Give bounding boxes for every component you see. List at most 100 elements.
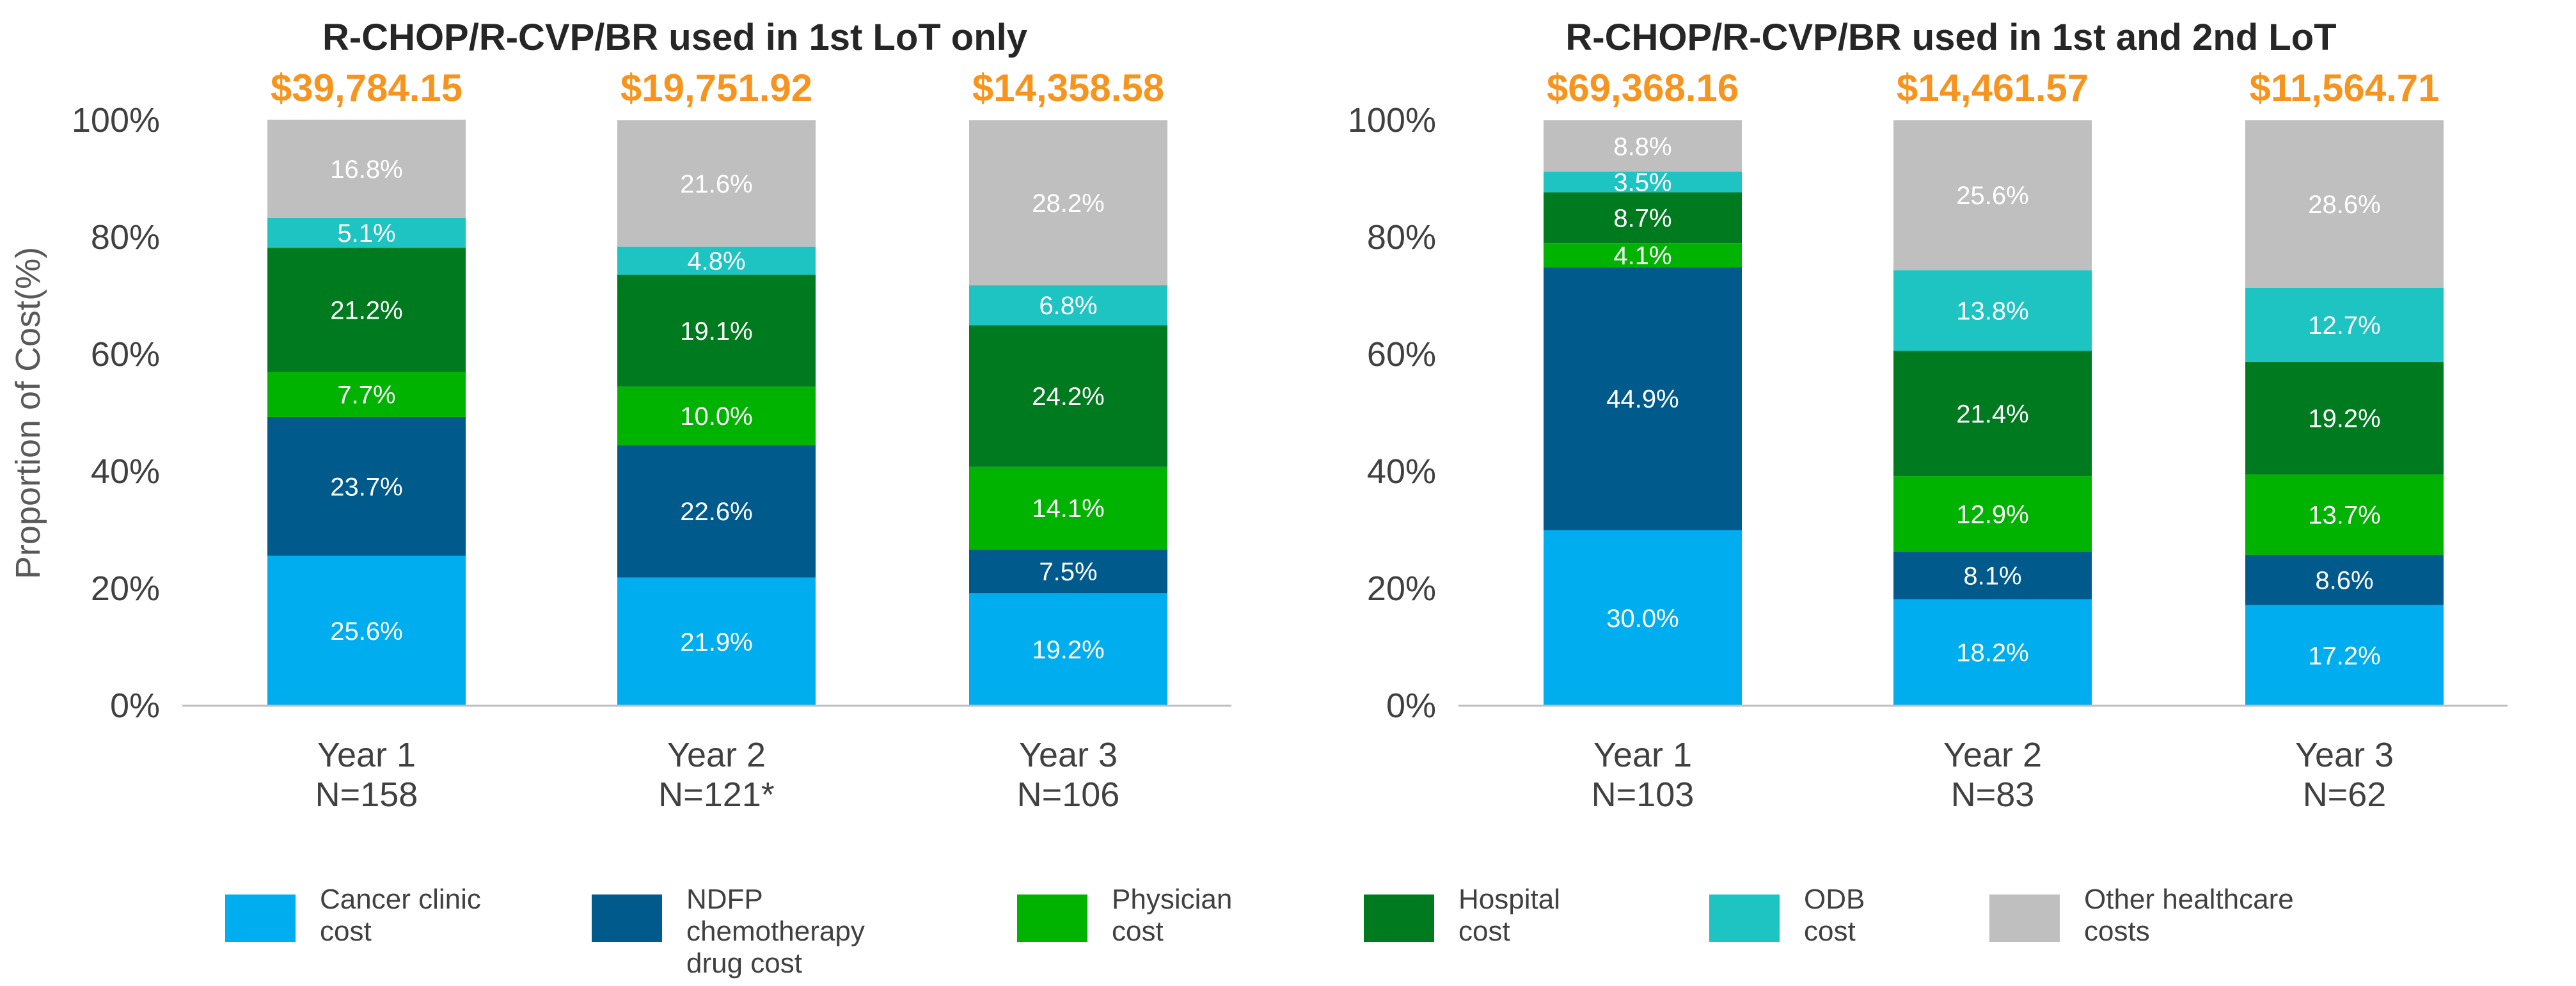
bar-segment-hospital[interactable] [2245, 362, 2444, 475]
bar-segment-other-healthcare[interactable] [1893, 120, 2092, 271]
x-n-label: N=83 [1951, 775, 2035, 814]
legend-swatch [225, 895, 296, 942]
x-n-label: N=121* [658, 775, 775, 814]
bar-segment-physician[interactable] [2245, 474, 2444, 555]
legend-label: Physician [1112, 884, 1232, 915]
bar-segment-cancer-clinic[interactable] [267, 555, 466, 706]
bar-segment-odb[interactable] [1893, 270, 2092, 351]
bar-segment-physician[interactable] [1893, 476, 2092, 552]
bar-segment-odb[interactable] [1544, 171, 1742, 193]
data-label: 21.2% [330, 296, 402, 324]
bar-segment-hospital[interactable] [617, 274, 816, 387]
legend-label: cost [1458, 916, 1510, 947]
bar-segment-odb[interactable] [267, 218, 466, 248]
x-n-label: N=103 [1592, 775, 1695, 814]
bar-segment-ndfp-drug[interactable] [1893, 552, 2092, 600]
data-label: 13.8% [1956, 297, 2028, 325]
bar-segment-other-healthcare[interactable] [2245, 120, 2444, 288]
bar-segment-ndfp-drug[interactable] [969, 549, 1167, 594]
bar-stack[interactable]: 30.0% 44.9% 4.1% 8.7% 3.5% 8.8% [1544, 120, 1742, 706]
total-cost-label: $19,751.92 [620, 67, 812, 109]
legend-swatch [1364, 895, 1434, 942]
bar-stack[interactable]: 19.2% 7.5% 14.1% 24.2% 6.8% 28.2% [969, 120, 1167, 706]
data-label: 14.1% [1032, 495, 1104, 523]
x-category-label: Year 1 [317, 736, 416, 774]
legend-swatch [1989, 895, 2060, 942]
bar-segment-physician[interactable] [1544, 243, 1742, 267]
bar-segment-physician[interactable] [267, 372, 466, 417]
bar-segment-cancer-clinic[interactable] [1544, 530, 1742, 706]
bar-segment-cancer-clinic[interactable] [1893, 599, 2092, 706]
bar-segment-cancer-clinic[interactable] [617, 577, 816, 706]
chart-panel-2: R-CHOP/R-CVP/BR used in 1st and 2nd LoT 0… [1348, 17, 2508, 814]
bar-segment-hospital[interactable] [1893, 351, 2092, 477]
data-label: 21.6% [680, 170, 752, 198]
bar-segment-other-healthcare[interactable] [267, 120, 466, 218]
bar-segment-odb[interactable] [2245, 287, 2444, 362]
bar-segment-ndfp-drug[interactable] [267, 417, 466, 556]
bar-segment-other-healthcare[interactable] [1544, 120, 1742, 172]
bar-segment-odb[interactable] [617, 246, 816, 275]
x-category-label: Year 3 [2295, 736, 2394, 774]
bar-stack[interactable]: 21.9% 22.6% 10.0% 19.1% 4.8% 21.6% [617, 120, 816, 706]
y-tick-label: 60% [91, 335, 160, 374]
bar-segment-cancer-clinic[interactable] [969, 593, 1167, 706]
x-category-label: Year 2 [1943, 736, 2042, 774]
y-tick-label: 80% [1367, 218, 1436, 257]
data-label: 28.2% [1032, 189, 1104, 218]
y-tick-label: 0% [110, 687, 160, 725]
data-label: 12.7% [2308, 312, 2380, 340]
bar-segment-hospital[interactable] [267, 248, 466, 372]
data-label: 8.6% [2315, 566, 2373, 594]
x-n-label: N=62 [2303, 775, 2387, 814]
bar-segment-cancer-clinic[interactable] [2245, 605, 2444, 706]
legend-swatch [1709, 895, 1780, 942]
bar-segment-ndfp-drug[interactable] [2245, 554, 2444, 605]
y-tick-label: 100% [72, 101, 160, 139]
legend-swatch [1017, 895, 1087, 942]
data-label: 5.1% [337, 219, 395, 248]
bar-stack[interactable]: 25.6% 23.7% 7.7% 21.2% 5.1% 16.8% [267, 120, 466, 706]
x-n-label: N=158 [315, 775, 418, 814]
total-cost-label: $14,461.57 [1897, 67, 2089, 109]
data-label: 21.4% [1956, 400, 2028, 428]
legend-label: cost [320, 916, 372, 947]
bar-stack[interactable]: 18.2% 8.1% 12.9% 21.4% 13.8% 25.6% [1893, 120, 2092, 706]
data-label: 4.1% [1613, 242, 1671, 270]
data-label: 19.1% [680, 317, 752, 346]
bar-segment-ndfp-drug[interactable] [617, 445, 816, 578]
y-tick-label: 40% [91, 452, 160, 491]
data-label: 8.8% [1613, 132, 1671, 161]
data-label: 21.9% [680, 628, 752, 656]
data-label: 25.6% [1956, 182, 2028, 210]
legend-label: Hospital [1458, 884, 1560, 915]
bar-segment-hospital[interactable] [1544, 192, 1742, 244]
y-tick-label: 60% [1367, 335, 1436, 374]
y-tick-label: 20% [1367, 569, 1436, 608]
bar-segment-odb[interactable] [969, 285, 1167, 326]
legend-label: Other healthcare [2084, 884, 2294, 915]
y-tick-label: 0% [1386, 687, 1436, 725]
legend-label: ODB [1804, 884, 1865, 915]
y-tick-label: 80% [91, 218, 160, 257]
bar-stack[interactable]: 17.2% 8.6% 13.7% 19.2% 12.7% 28.6% [2245, 120, 2444, 706]
data-label: 6.8% [1039, 292, 1097, 320]
chart-title: R-CHOP/R-CVP/BR used in 1st LoT only [322, 17, 1027, 58]
bar-segment-other-healthcare[interactable] [617, 120, 816, 247]
bar-segment-physician[interactable] [617, 386, 816, 445]
bar-segment-ndfp-drug[interactable] [1544, 267, 1742, 530]
legend-label: chemotherapy [686, 916, 865, 947]
bar-segment-hospital[interactable] [969, 325, 1167, 467]
data-label: 3.5% [1613, 169, 1671, 197]
data-label: 8.1% [1963, 562, 2021, 590]
legend-label: cost [1804, 916, 1856, 947]
bar-segment-physician[interactable] [969, 466, 1167, 550]
bar-segment-other-healthcare[interactable] [969, 120, 1167, 286]
data-label: 30.0% [1606, 605, 1679, 633]
